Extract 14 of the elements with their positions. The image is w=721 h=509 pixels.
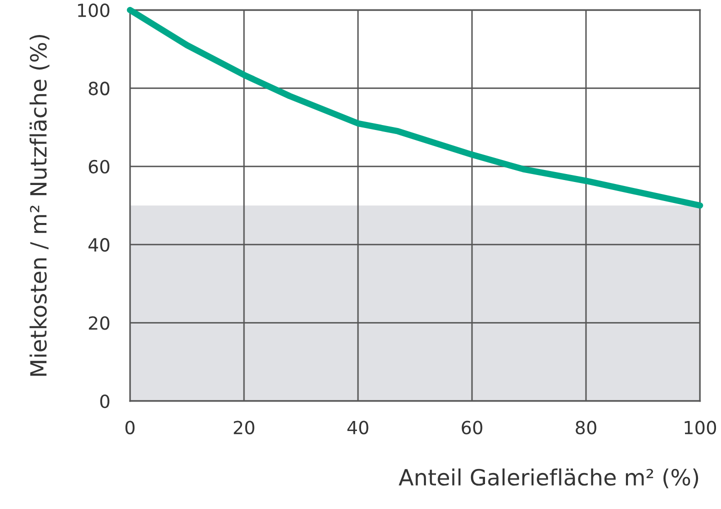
x-tick-label: 60 (462, 420, 482, 434)
y-tick-label: 100 (78, 3, 110, 18)
x-tick-label: 20 (234, 420, 254, 434)
x-tick-label: 40 (347, 420, 368, 434)
x-tick-label: 100 (684, 420, 716, 434)
y-tick-label: 80 (88, 82, 110, 96)
x-tick-label: 80 (576, 420, 596, 434)
y-axis-title: Mietkosten / m² Nutzfläche (%) (30, 34, 50, 376)
y-tick-label: 20 (88, 316, 110, 330)
y-tick-label: 60 (88, 160, 110, 174)
x-axis-title: Anteil Galeriefläche m² (%) (398, 468, 698, 488)
y-tick-label: 40 (88, 238, 110, 252)
y-tick-label: 0 (100, 394, 110, 408)
x-tick-label: 0 (125, 420, 135, 434)
